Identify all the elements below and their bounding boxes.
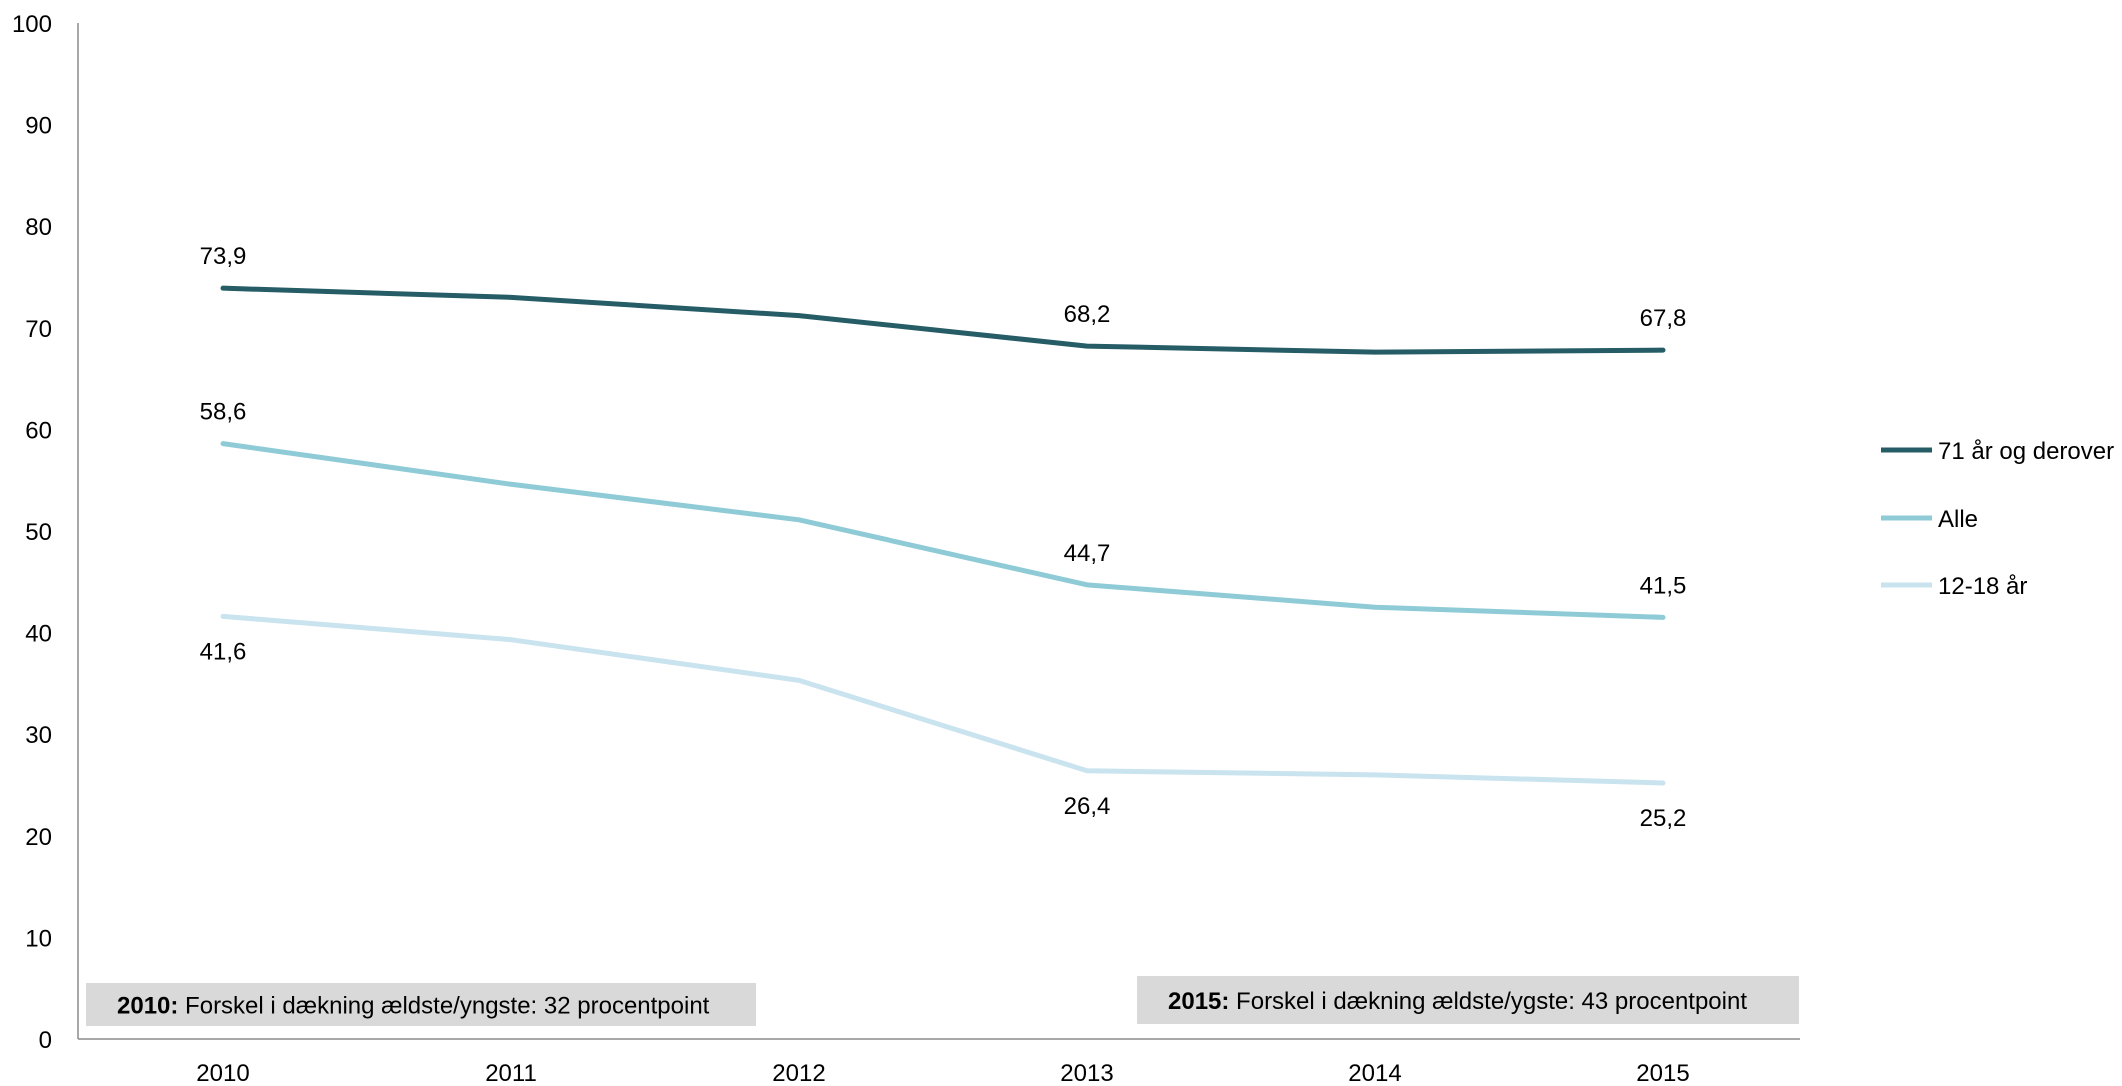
x-tick-label: 2012 xyxy=(772,1060,825,1086)
y-tick-label: 20 xyxy=(25,824,52,851)
y-axis: 0 10 20 30 40 50 60 70 80 90 100 xyxy=(12,11,79,1054)
data-label: 25,2 xyxy=(1640,805,1687,832)
x-tick-label: 2014 xyxy=(1348,1060,1401,1086)
data-label: 58,6 xyxy=(200,399,247,426)
data-labels: 73,9 68,2 67,8 58,6 44,7 41,5 41,6 26,4 25,2 xyxy=(200,243,1687,832)
y-tick-label: 70 xyxy=(25,316,52,343)
y-tick-label: 100 xyxy=(12,11,52,38)
y-tick-label: 0 xyxy=(39,1027,52,1054)
annotation-background xyxy=(86,983,756,1026)
x-axis: 2010 2011 2012 2013 2014 2015 xyxy=(78,1038,1800,1086)
annotation-box-1: 2015: Forskel i dækning ældste/ygste: 43… xyxy=(1137,976,1799,1024)
annotation-text: 2010: Forskel i dækning ældste/yngste: 3… xyxy=(117,993,710,1020)
data-label: 44,7 xyxy=(1064,540,1111,567)
series-line-2 xyxy=(220,441,1666,620)
annotation-description: Forskel i dækning ældste/yngste: 32 proc… xyxy=(178,993,709,1020)
data-label: 73,9 xyxy=(200,243,247,270)
data-label: 41,5 xyxy=(1640,572,1687,599)
legend-label: 12-18 år xyxy=(1938,573,2027,600)
annotation-background xyxy=(1137,976,1799,1024)
annotation-text: 2015: Forskel i dækning ældste/ygste: 43… xyxy=(1168,988,1747,1015)
y-tick-label: 90 xyxy=(25,113,52,140)
x-tick-label: 2013 xyxy=(1060,1060,1113,1086)
data-label: 68,2 xyxy=(1064,301,1111,328)
legend-item-2: Alle xyxy=(1881,506,1978,533)
y-tick-label: 50 xyxy=(25,519,52,546)
y-tick-label: 40 xyxy=(25,621,52,648)
annotation-year: 2010: xyxy=(117,993,178,1020)
y-tick-label: 30 xyxy=(25,722,52,749)
annotation-year: 2015: xyxy=(1168,988,1229,1015)
legend-item-1: 71 år og derover xyxy=(1881,438,2114,465)
data-label: 41,6 xyxy=(200,638,247,665)
annotation-description: Forskel i dækning ældste/ygste: 43 proce… xyxy=(1229,988,1747,1015)
data-label: 67,8 xyxy=(1640,305,1687,332)
legend-item-3: 12-18 år xyxy=(1881,573,2027,600)
annotations: 2010: Forskel i dækning ældste/yngste: 3… xyxy=(86,976,1799,1026)
y-tick-label: 10 xyxy=(25,925,52,952)
series-lines xyxy=(220,285,1666,786)
y-tick-label: 80 xyxy=(25,214,52,241)
legend: 71 år og derover Alle 12-18 år xyxy=(1881,438,2114,600)
x-tick-label: 2011 xyxy=(485,1060,537,1086)
series-line-1 xyxy=(220,285,1666,355)
legend-label: Alle xyxy=(1938,506,1978,533)
annotation-box-0: 2010: Forskel i dækning ældste/yngste: 3… xyxy=(86,983,756,1026)
series-line-3 xyxy=(220,613,1666,786)
data-label: 26,4 xyxy=(1064,793,1111,820)
legend-label: 71 år og derover xyxy=(1938,438,2114,465)
y-tick-label: 60 xyxy=(25,417,52,444)
x-tick-label: 2015 xyxy=(1636,1060,1689,1086)
x-tick-label: 2010 xyxy=(196,1060,249,1086)
